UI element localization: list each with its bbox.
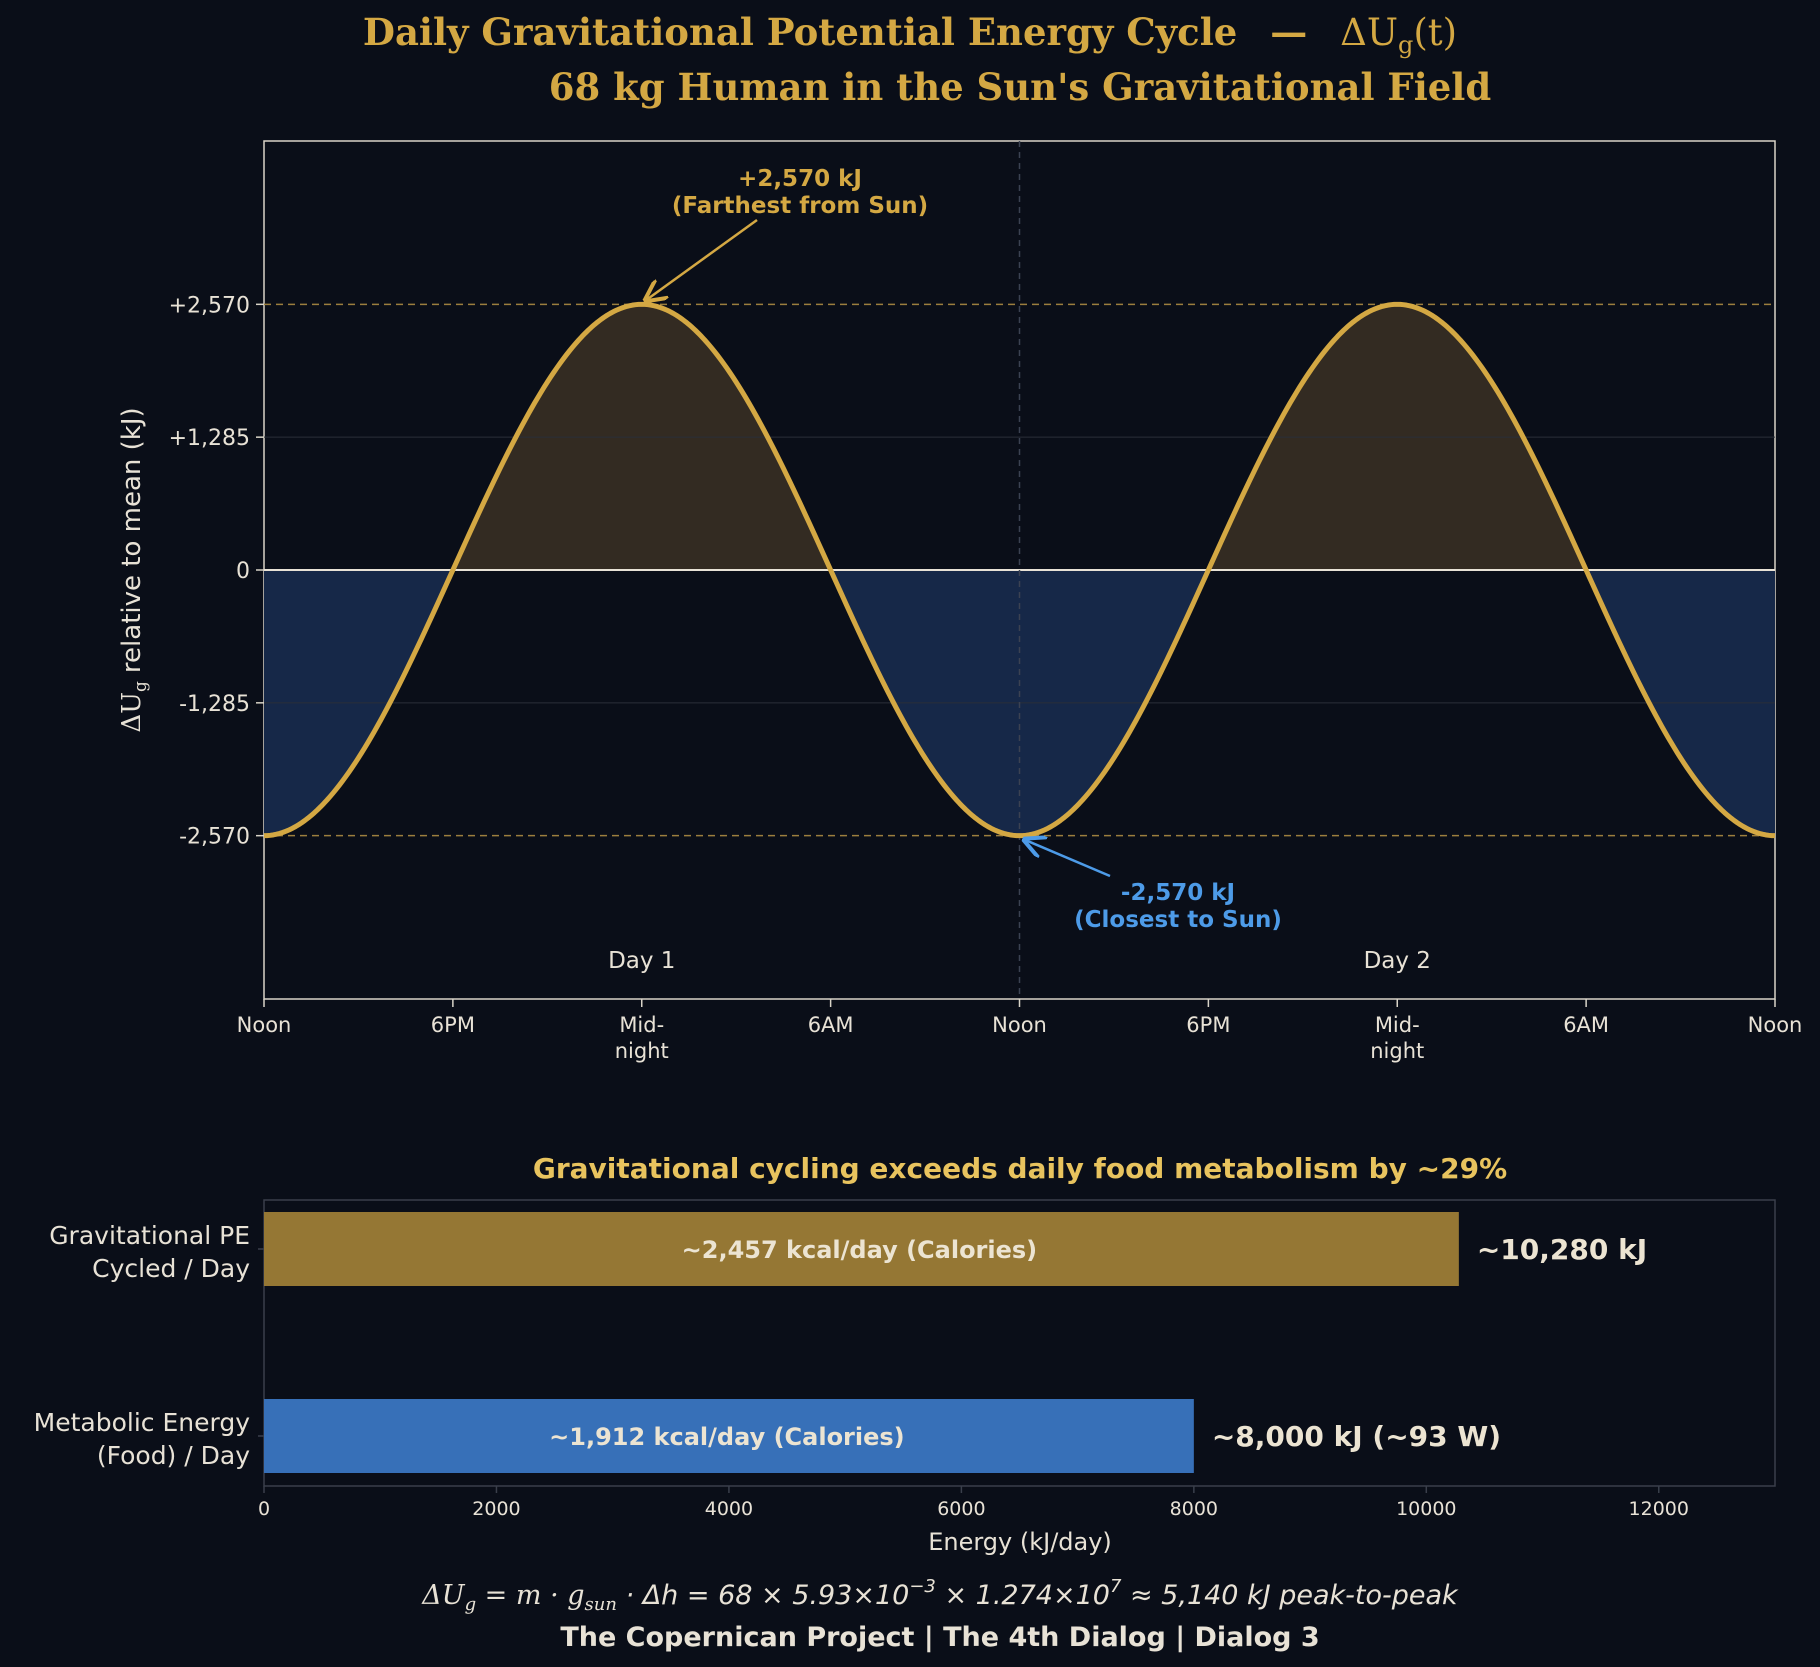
formula-sub-g: g: [465, 1594, 477, 1615]
formula-sub-sun: sun: [585, 1594, 617, 1615]
bar-x-tick-label: 4000: [705, 1498, 753, 1520]
formula-mg: = m · g: [476, 1580, 584, 1611]
x-tick-label: 6AM: [808, 1013, 854, 1037]
ylabel-sub: g: [131, 681, 151, 692]
title-symbol: ΔU: [1340, 11, 1398, 54]
y-tick-label: -2,570: [179, 825, 250, 850]
y-tick-label: 0: [236, 559, 250, 584]
x-tick-label: Noon: [992, 1013, 1047, 1037]
svg-text:Daily Gravitational Potential: Daily Gravitational Potential Energy Cyc…: [363, 10, 1457, 59]
bar-x-tick-label: 0: [258, 1498, 270, 1520]
x-tick-label: Mid-: [1375, 1013, 1420, 1037]
footer: ΔUg = m · gsun · Δh = 68 × 5.93×10−3 × 1…: [421, 1576, 1459, 1653]
positive-energy-fill: [264, 304, 1775, 570]
bar-category-label: Gravitational PE: [49, 1221, 250, 1250]
min-annotation-value: -2,570 kJ: [1121, 880, 1235, 906]
max-annotation-desc: (Farthest from Sun): [672, 193, 928, 219]
footer-credit: The Copernican Project | The 4th Dialog …: [560, 1622, 1319, 1653]
bar-category-label-line2: (Food) / Day: [97, 1441, 250, 1470]
formula-values: · Δh = 68 × 5.93×10: [617, 1580, 909, 1611]
formula-delta: ΔU: [421, 1580, 465, 1611]
energy-bar: [264, 1212, 1459, 1286]
bar-category-label-line2: Cycled / Day: [92, 1254, 250, 1283]
day-label: Day 2: [1364, 948, 1431, 974]
day-label: Day 1: [608, 948, 675, 974]
bar-x-tick-label: 12000: [1629, 1498, 1689, 1520]
x-tick-label-line2: night: [1370, 1039, 1424, 1063]
x-tick-label: Noon: [237, 1013, 292, 1037]
ylabel-suffix: relative to mean (kJ): [117, 407, 147, 673]
x-tick-label: 6PM: [1186, 1013, 1230, 1037]
bar-x-tick-label: 8000: [1170, 1498, 1218, 1520]
bar-end-label: ~8,000 kJ (~93 W): [1212, 1420, 1501, 1453]
min-annotation-desc: (Closest to Sun): [1074, 907, 1282, 933]
footer-formula: ΔUg = m · gsun · Δh = 68 × 5.93×10−3 × 1…: [421, 1576, 1459, 1615]
bar-inner-label: ~2,457 kcal/day (Calories): [682, 1236, 1037, 1264]
y-tick-label: +1,285: [169, 426, 250, 451]
bar-x-tick-label: 6000: [937, 1498, 985, 1520]
bar-x-tick-label: 2000: [472, 1498, 520, 1520]
energy-comparison-chart: Gravitational cycling exceeds daily food…: [34, 1152, 1776, 1556]
formula-exp2: 7: [1110, 1576, 1122, 1597]
title-line1: Daily Gravitational Potential Energy Cyc…: [363, 10, 1237, 54]
y-tick-label: -1,285: [179, 692, 250, 717]
title-symbol-t: (t): [1413, 11, 1457, 54]
bar-chart-title: Gravitational cycling exceeds daily food…: [533, 1152, 1507, 1185]
y-tick-label: +2,570: [169, 293, 250, 318]
title-symbol-sub: g: [1398, 31, 1413, 59]
energy-cycle-chart: +2,570 +1,285 0 -1,285 -2,570 Noon 6PM Mid-nig…: [117, 140, 1803, 1063]
x-tick-label: Mid-: [619, 1013, 664, 1037]
min-annotation-arrow: [1025, 840, 1111, 878]
title-line2: 68 kg Human in the Sun's Gravitational F…: [549, 65, 1491, 109]
x-tick-label: 6AM: [1563, 1013, 1609, 1037]
formula-result: ≈ 5,140 kJ peak-to-peak: [1121, 1580, 1459, 1611]
max-annotation-arrow: [646, 218, 758, 300]
formula-exp1: −3: [909, 1576, 936, 1597]
bar-inner-label: ~1,912 kcal/day (Calories): [549, 1423, 904, 1451]
figure-title: Daily Gravitational Potential Energy Cyc…: [363, 10, 1491, 109]
x-tick-label-line2: night: [615, 1039, 669, 1063]
bar-category-label: Metabolic Energy: [34, 1408, 251, 1437]
energy-bar: [264, 1399, 1194, 1473]
x-tick-label: 6PM: [431, 1013, 475, 1037]
x-tick-label: Noon: [1748, 1013, 1803, 1037]
bar-x-tick-label: 10000: [1396, 1498, 1456, 1520]
bar-x-axis-label: Energy (kJ/day): [928, 1528, 1112, 1556]
y-axis-label: ΔUg relative to mean (kJ): [117, 407, 151, 732]
formula-values2: × 1.274×10: [936, 1580, 1110, 1611]
ylabel-prefix: ΔU: [117, 692, 147, 733]
max-annotation-value: +2,570 kJ: [738, 166, 862, 192]
title-dash: —: [1270, 10, 1307, 54]
bar-end-label: ~10,280 kJ: [1477, 1233, 1647, 1266]
